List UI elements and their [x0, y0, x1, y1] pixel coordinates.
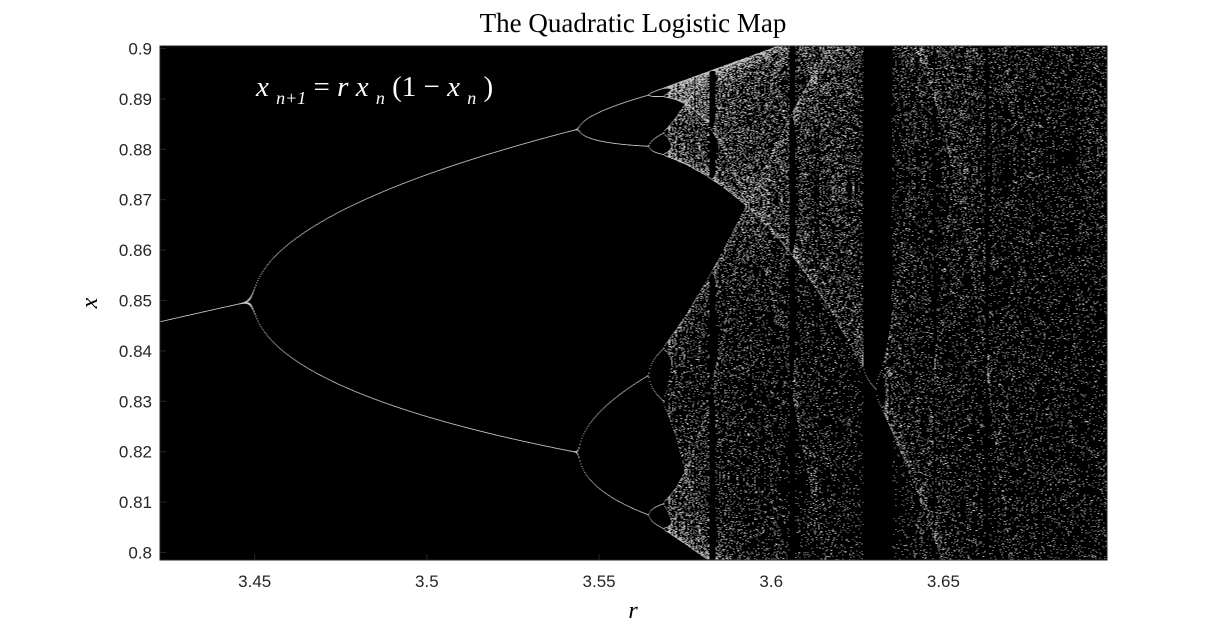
equation-lhs-subscript: n+1: [276, 88, 306, 108]
equation-equals: =: [314, 71, 338, 103]
y-tick-label: 0.82: [119, 443, 152, 462]
plot-border: [159, 45, 1108, 561]
y-axis-label: x: [77, 297, 103, 309]
equation-x2: x: [446, 71, 460, 103]
equation-r: r: [337, 71, 349, 103]
equation-sub1: n: [376, 88, 385, 108]
y-tick-label: 0.85: [119, 291, 152, 310]
plot-background: [160, 46, 1107, 560]
x-tick-label: 3.45: [238, 572, 271, 591]
y-axis-ticks: 0.8 0.81 0.82 0.83 0.84 0.85 0.86 0.87 0.88 0.89 0…: [119, 40, 166, 562]
y-tick-label: 0.87: [119, 191, 152, 210]
y-tick-label: 0.81: [119, 493, 152, 512]
y-tick-label: 0.86: [119, 241, 152, 260]
x-axis-ticks: 3.45 3.5 3.55 3.6 3.65: [238, 554, 960, 591]
x-tick-label: 3.65: [927, 572, 960, 591]
x-axis-label: r: [628, 598, 638, 624]
equation-annotation: x n+1 = r x n (1 − x n ): [255, 71, 493, 111]
bifurcation-scatter-points: [160, 45, 1108, 561]
equation-mid: (1 −: [392, 71, 447, 103]
y-tick-label: 0.9: [128, 40, 152, 59]
y-tick-label: 0.89: [119, 90, 152, 109]
plot-area: [159, 45, 1108, 561]
y-tick-label: 0.8: [128, 543, 152, 562]
y-tick-label: 0.84: [119, 342, 152, 361]
equation-end: ): [483, 71, 493, 103]
equation-lhs: x: [255, 71, 269, 103]
y-tick-label: 0.83: [119, 392, 152, 411]
equation-x1: x: [355, 71, 369, 103]
chart-title: The Quadratic Logistic Map: [480, 8, 787, 38]
y-tick-label: 0.88: [119, 140, 152, 159]
x-tick-label: 3.55: [583, 572, 616, 591]
bifurcation-points: [160, 45, 1108, 561]
equation-sub2: n: [467, 88, 476, 108]
x-tick-label: 3.5: [415, 572, 439, 591]
x-tick-label: 3.6: [759, 572, 783, 591]
